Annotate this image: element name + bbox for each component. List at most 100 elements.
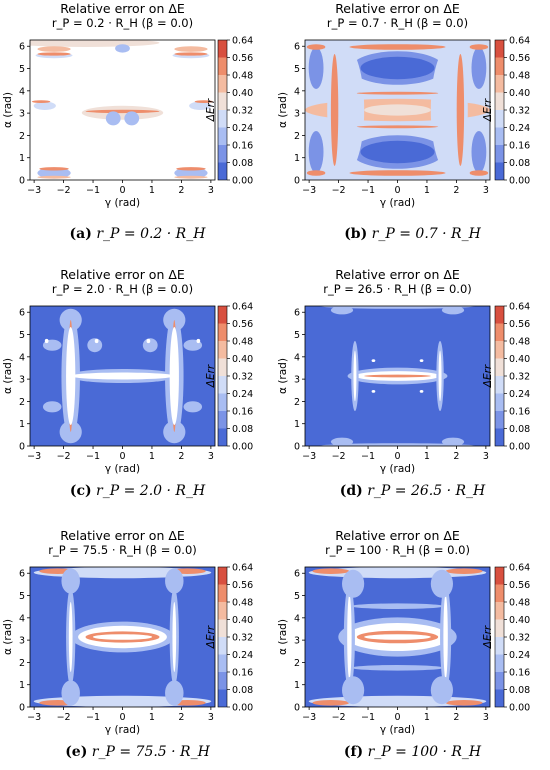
heatmap-region [353,350,357,402]
heatmap-region [364,374,431,378]
heatmap-region [456,54,465,166]
heatmap-region [92,634,153,640]
x-tick-label: −1 [86,185,100,196]
y-tick-label: 4 [19,352,25,363]
colorbar-tick-label: 0.64 [232,36,253,47]
colorbar-tick-label: 0.00 [232,442,253,453]
y-tick-label: 1 [294,153,300,164]
x-tick-label: 0 [119,712,125,723]
colorbar-tick-label: 0.00 [232,176,253,187]
x-tick-label: 0 [394,185,400,196]
y-tick-label: 3 [294,375,300,386]
colorbar-segment [218,393,227,411]
colorbar-tick-label: 0.40 [232,354,253,365]
heatmap-region [438,350,442,402]
colorbar-segment [495,341,504,359]
panel-subtitle: r_P = 0.2 · R_H (β = 0.0) [52,16,193,30]
heatmap-region [174,52,208,56]
colorbar-segment [218,341,227,359]
x-tick-label: −3 [302,451,316,462]
caption-math: r_P = 26.5 · R_H [362,483,486,499]
heatmap-region [443,595,448,679]
colorbar-segment [218,145,227,163]
heatmap-region [165,568,184,594]
heatmap-region [85,109,160,114]
colorbar-tick-label: 0.00 [232,703,253,714]
heatmap-region [37,175,71,179]
colorbar-segment [218,306,227,324]
y-axis-label: α (rad) [2,358,14,394]
x-axis-label: γ (rad) [380,463,415,475]
heatmap-region [87,338,103,353]
colorbar-tick-label: 0.32 [509,633,530,644]
x-tick-label: −2 [332,185,346,196]
colorbar-segment [495,127,504,145]
colorbar-tick-label: 0.24 [509,650,530,661]
y-axis-label: α (rad) [2,619,14,655]
colorbar-tick-label: 0.32 [232,633,253,644]
x-tick-label: 2 [453,185,459,196]
y-tick-label: 5 [19,64,25,75]
colorbar-segment [218,411,227,429]
y-axis-label: α (rad) [277,358,289,394]
x-tick-label: 3 [208,185,214,196]
heatmap-region [469,44,489,50]
colorbar-segment [495,637,504,655]
y-axis-label: α (rad) [277,619,289,655]
y-axis-label: α (rad) [2,92,14,128]
x-tick-label: 3 [483,712,489,723]
x-tick-label: −2 [332,712,346,723]
heatmap-region [342,676,365,705]
heatmap-region [351,665,444,671]
colorbar-segment [495,323,504,341]
colorbar-segment [218,110,227,128]
heatmap-region [356,91,439,95]
heatmap-region [174,46,208,52]
colorbar-segment [495,602,504,620]
colorbar-segment [495,672,504,690]
panel-caption: (d) r_P = 26.5 · R_H [275,483,550,499]
heatmap-region [44,338,49,344]
colorbar-tick-label: 0.64 [232,302,253,313]
colorbar-segment [218,162,227,180]
x-tick-label: 1 [424,451,430,462]
x-tick-label: −1 [86,451,100,462]
panel-subtitle: r_P = 100 · R_H (β = 0.0) [325,543,470,557]
colorbar-segment [218,57,227,75]
colorbar-tick-label: 0.48 [232,598,253,609]
panel-f: Relative error on ΔEr_P = 100 · R_H (β =… [277,528,530,736]
colorbar-segment [495,411,504,429]
y-tick-label: 4 [294,613,300,624]
y-tick-label: 0 [294,442,300,453]
y-tick-label: 4 [294,352,300,363]
colorbar-segment [218,584,227,602]
colorbar-label: ΔErr [482,625,494,649]
colorbar-segment [495,57,504,75]
y-tick-label: 3 [294,636,300,647]
panel-c: Relative error on ΔEr_P = 2.0 · R_H (β =… [2,267,253,475]
colorbar-tick-label: 0.08 [232,685,253,696]
x-tick-label: 1 [424,185,430,196]
heatmap-region [308,47,324,89]
heatmap-region [364,634,431,640]
y-tick-label: 2 [294,131,300,142]
heatmap-region [319,306,476,309]
colorbar-segment [218,637,227,655]
x-tick-label: 1 [149,451,155,462]
colorbar-tick-label: 0.16 [232,407,253,418]
colorbar-segment [495,584,504,602]
colorbar-segment [218,92,227,110]
heatmap-region [37,167,71,179]
x-tick-label: −1 [361,451,375,462]
colorbar-tick-label: 0.40 [509,354,530,365]
colorbar-tick-label: 0.16 [509,141,530,152]
heatmap-area [305,567,490,707]
heatmap-region [66,327,76,425]
x-tick-label: 2 [453,451,459,462]
y-tick-label: 4 [19,613,25,624]
heatmap-region [68,602,73,672]
caption-label: (f) [343,744,364,760]
x-axis-label: γ (rad) [380,197,415,209]
heatmap-region [70,372,175,380]
